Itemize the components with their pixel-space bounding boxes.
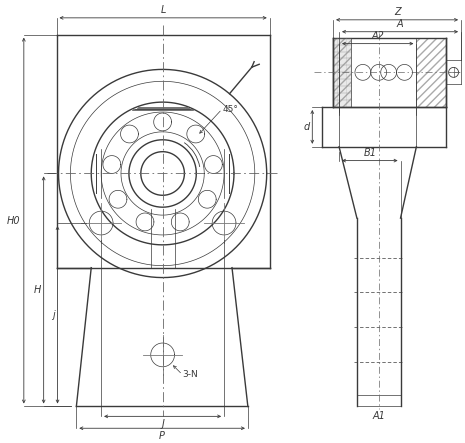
Text: H: H xyxy=(33,285,40,295)
Text: A1: A1 xyxy=(372,412,385,421)
Bar xyxy=(333,38,351,107)
Text: J: J xyxy=(161,420,164,429)
Text: H0: H0 xyxy=(7,216,21,225)
Text: 3-N: 3-N xyxy=(182,370,198,379)
Text: B1: B1 xyxy=(363,148,376,158)
Text: P: P xyxy=(159,431,165,441)
Text: 45°: 45° xyxy=(222,105,238,113)
Text: L: L xyxy=(160,5,166,15)
Text: A2: A2 xyxy=(371,31,384,41)
Text: d: d xyxy=(303,122,309,132)
Text: A: A xyxy=(397,19,403,29)
Text: Z: Z xyxy=(394,7,400,17)
Text: j: j xyxy=(52,310,54,320)
Bar xyxy=(416,38,446,107)
